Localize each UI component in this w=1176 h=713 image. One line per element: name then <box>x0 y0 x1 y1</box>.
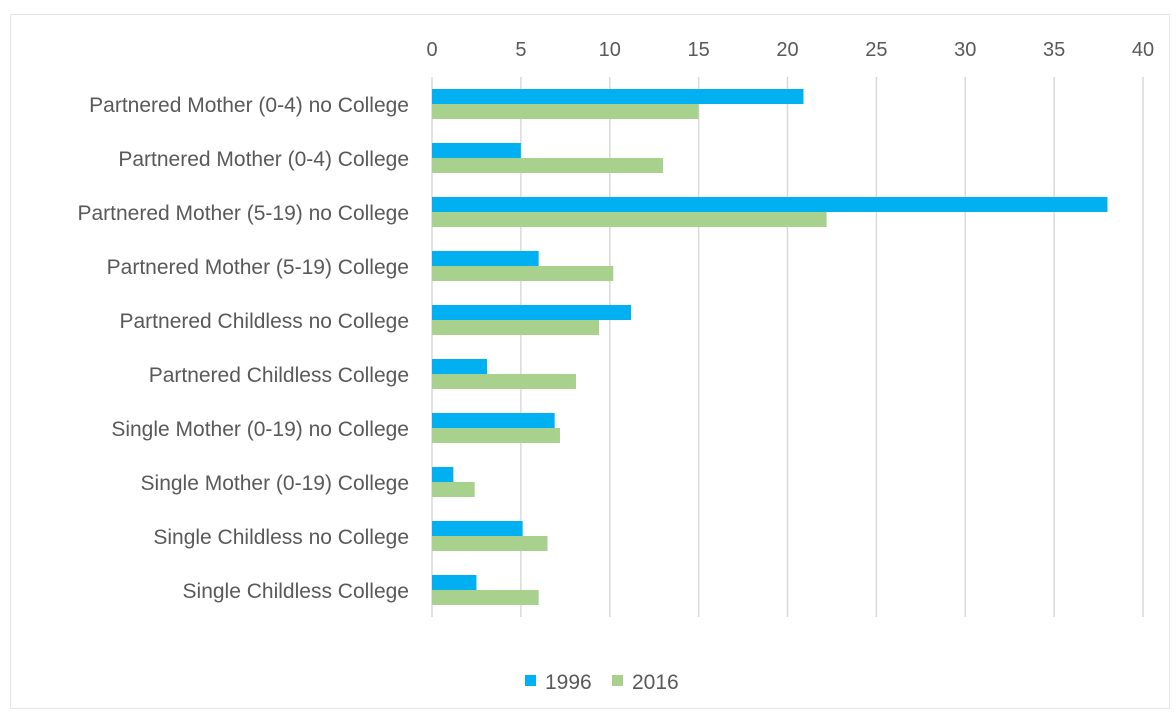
bar-1996 <box>432 89 804 104</box>
bar-1996 <box>432 251 539 266</box>
category-label: Partnered Childless College <box>149 364 409 387</box>
legend-label-2016: 2016 <box>632 671 679 694</box>
bar-2016 <box>432 590 539 605</box>
bar-1996 <box>432 305 632 320</box>
x-tick-label: 10 <box>599 39 621 61</box>
bar-1996 <box>432 521 523 536</box>
legend-label-1996: 1996 <box>545 671 592 694</box>
x-tick-label: 20 <box>776 39 798 61</box>
chart-frame <box>10 14 1170 709</box>
bar-2016 <box>432 320 600 335</box>
bar-1996 <box>432 575 477 590</box>
bar-2016 <box>432 374 576 389</box>
bar-2016 <box>432 428 560 443</box>
x-tick-label: 15 <box>688 39 710 61</box>
bar-2016 <box>432 266 614 281</box>
category-label: Partnered Mother (0-4) College <box>118 148 409 171</box>
bar-1996 <box>432 197 1108 212</box>
bars <box>432 89 1108 605</box>
x-tick-label: 5 <box>515 39 526 61</box>
bar-2016 <box>432 482 475 497</box>
category-label: Partnered Mother (5-19) College <box>107 256 409 279</box>
category-label: Single Childless no College <box>153 526 409 549</box>
category-label: Single Mother (0-19) no College <box>111 418 409 441</box>
bar-2016 <box>432 536 548 551</box>
bar-1996 <box>432 359 488 374</box>
x-tick-label: 30 <box>954 39 976 61</box>
category-labels: Partnered Mother (0-4) no College Partner… <box>77 94 409 603</box>
bar-2016 <box>432 158 664 173</box>
bar-1996 <box>432 143 521 158</box>
x-tick-label: 25 <box>865 39 887 61</box>
legend-swatch-1996 <box>525 675 536 686</box>
bar-1996 <box>432 413 555 428</box>
category-label: Partnered Mother (5-19) no College <box>77 202 409 225</box>
x-axis-ticks: 0 5 10 15 20 25 30 35 40 <box>426 39 1154 61</box>
bar-2016 <box>432 104 699 119</box>
category-label: Partnered Childless no College <box>120 310 410 333</box>
x-tick-label: 40 <box>1132 39 1154 61</box>
x-tick-label: 0 <box>426 39 437 61</box>
legend-swatch-2016 <box>612 675 623 686</box>
legend: 1996 2016 <box>525 671 679 694</box>
bar-2016 <box>432 212 827 227</box>
bar-1996 <box>432 467 454 482</box>
category-label: Single Mother (0-19) College <box>141 472 409 495</box>
category-label: Single Childless College <box>183 580 409 603</box>
x-tick-label: 35 <box>1043 39 1065 61</box>
category-label: Partnered Mother (0-4) no College <box>89 94 409 117</box>
